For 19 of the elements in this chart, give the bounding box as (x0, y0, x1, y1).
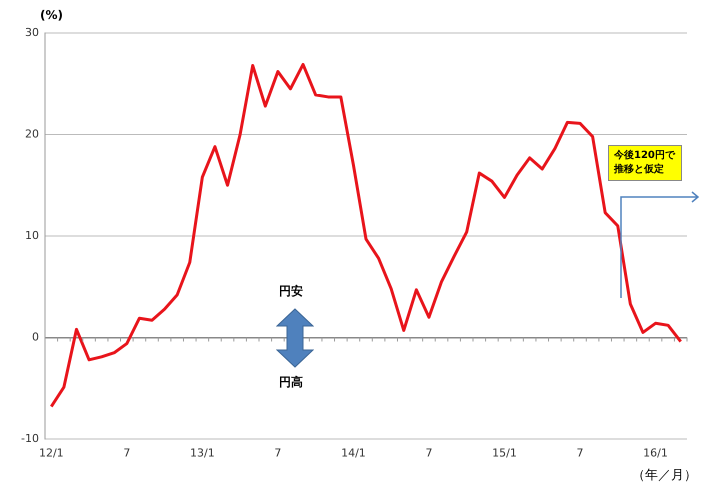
x-tick-label: 15/1 (492, 446, 517, 460)
x-tick-label: 7 (425, 446, 432, 460)
y-axis-title: (%) (40, 8, 63, 22)
x-tick-label: 16/1 (643, 446, 668, 460)
x-tick-label: 7 (274, 446, 282, 460)
annotation: 今後120円で推移と仮定 (608, 145, 682, 181)
y-tick-label: 0 (32, 330, 39, 344)
x-axis-title: （年／月） (632, 467, 697, 484)
x-tick-label: 7 (123, 446, 130, 460)
x-tick-label: 12/1 (38, 446, 64, 460)
x-tick-label: 14/1 (341, 446, 366, 460)
x-tick-label: 7 (576, 446, 584, 460)
annotation: 円安 (279, 283, 303, 300)
x-tick-label: 13/1 (190, 446, 215, 460)
y-tick-label: 30 (25, 26, 39, 39)
y-tick-label: 10 (25, 228, 39, 242)
y-tick-label: 20 (25, 127, 39, 140)
annotation: 円高 (279, 374, 303, 391)
y-tick-label: -10 (21, 432, 39, 445)
